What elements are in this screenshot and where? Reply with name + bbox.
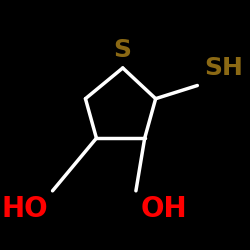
Text: OH: OH — [140, 195, 187, 223]
Text: HO: HO — [2, 195, 48, 223]
Text: S: S — [114, 38, 132, 62]
Text: SH: SH — [204, 56, 243, 80]
